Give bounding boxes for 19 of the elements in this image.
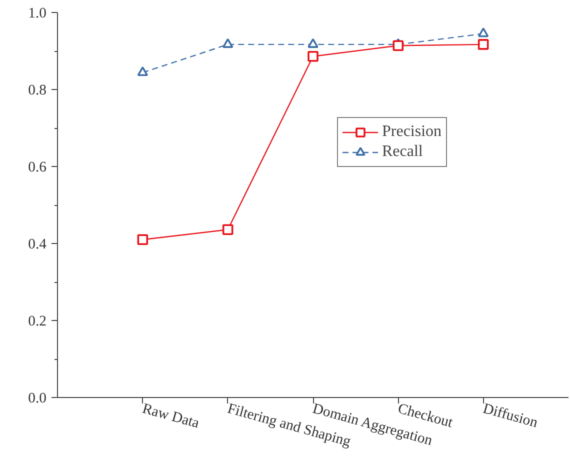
point	[308, 50, 318, 62]
x-tick-label: Diffusion	[481, 400, 540, 432]
point	[137, 234, 148, 246]
point	[308, 38, 318, 48]
y-tick-label: 1.0	[28, 6, 47, 22]
point	[392, 40, 404, 52]
legend-label: Precision	[382, 123, 442, 141]
point	[478, 28, 489, 38]
point	[222, 38, 234, 48]
x-tick-label: Raw Data	[140, 400, 202, 432]
y-tick-label: 0.4	[28, 236, 48, 252]
y-tick-label: 0.6	[28, 160, 47, 176]
point	[222, 224, 234, 236]
point	[478, 39, 489, 50]
y-tick-label: 0.2	[28, 314, 47, 330]
legend-label: Recall	[382, 143, 423, 161]
point	[137, 66, 148, 76]
y-tick-label: 0.0	[28, 390, 47, 406]
y-tick-label: 0.8	[28, 82, 47, 98]
